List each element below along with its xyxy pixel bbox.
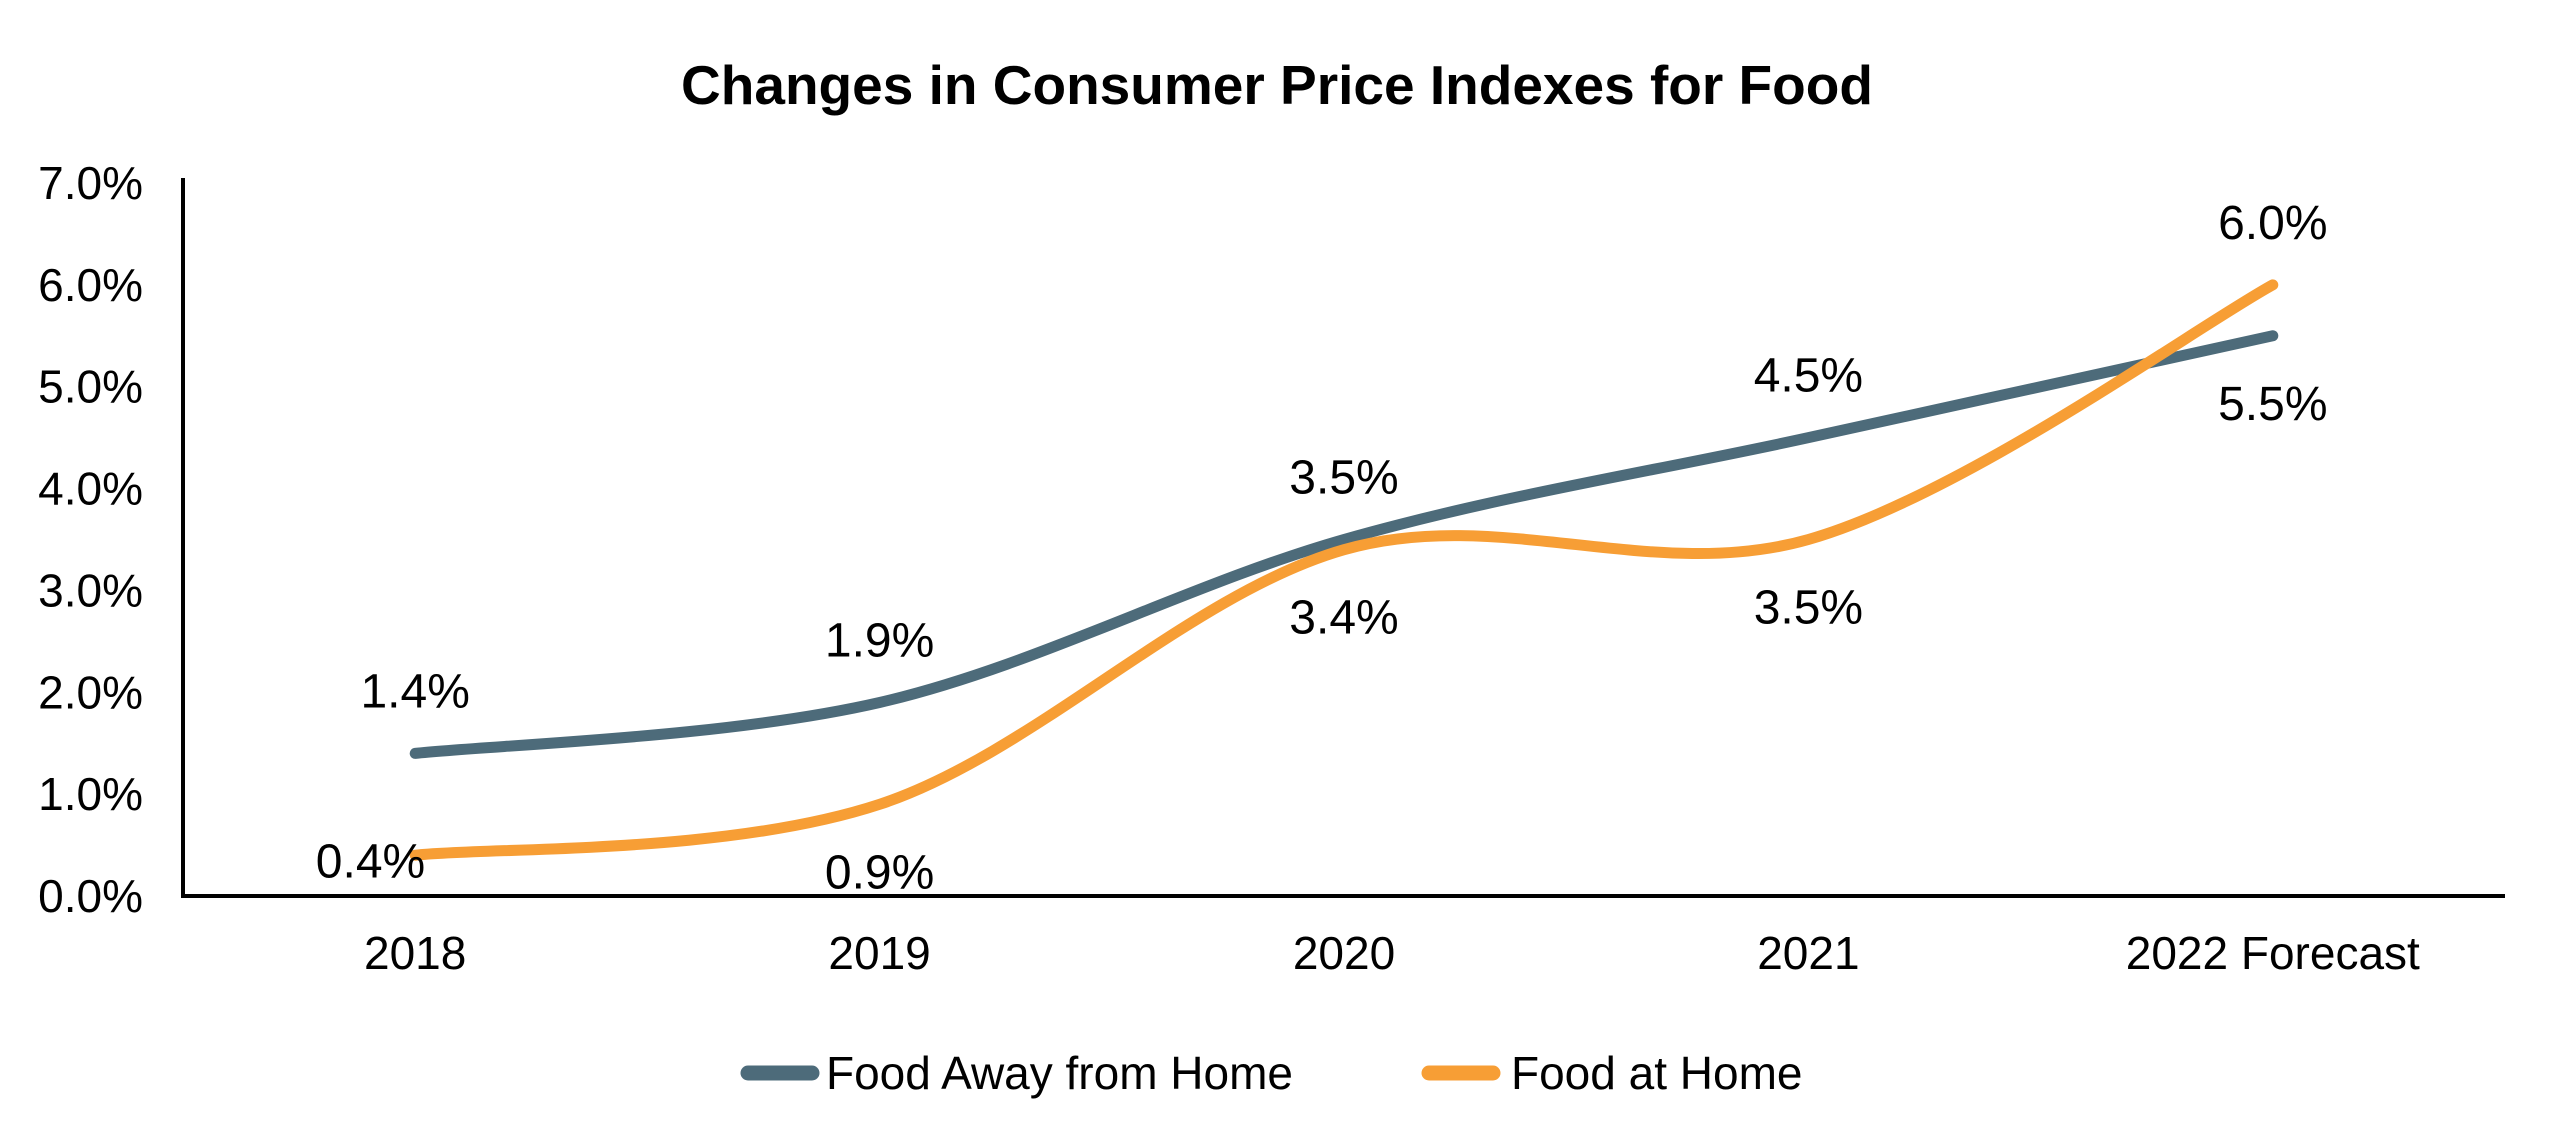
- y-tick-label: 2.0%: [38, 666, 143, 718]
- plot-area: 0.0% 1.0% 2.0% 3.0% 4.0% 5.0% 6.0% 7.0% 2018 2019…: [38, 157, 2505, 979]
- x-tick-label: 2021: [1757, 927, 1859, 979]
- data-label-food-at-home: 6.0%: [2218, 197, 2327, 250]
- y-tick-label: 0.0%: [38, 870, 143, 922]
- x-tick-label: 2020: [1293, 927, 1395, 979]
- legend-item-food-away-from-home: Food Away from Home: [740, 1047, 1293, 1099]
- x-tick-label: 2019: [828, 927, 930, 979]
- x-tick-label: 2022 Forecast: [2126, 927, 2420, 979]
- data-label-food-away-from-home: 5.5%: [2218, 378, 2327, 431]
- data-label-food-at-home: 0.9%: [825, 846, 934, 899]
- data-label-food-at-home: 0.4%: [316, 835, 425, 888]
- series-line-food-at-home: [409, 279, 2279, 861]
- data-label-food-away-from-home: 1.4%: [360, 665, 469, 718]
- y-tick-label: 4.0%: [38, 463, 143, 515]
- data-label-food-away-from-home: 4.5%: [1754, 350, 1863, 403]
- legend-label-food-away-from-home: Food Away from Home: [826, 1047, 1293, 1099]
- series-line-food-away-from-home: [409, 330, 2279, 759]
- x-tick-label: 2018: [364, 927, 466, 979]
- y-tick-label: 1.0%: [38, 768, 143, 820]
- legend: Food Away from Home Food at Home: [740, 1047, 1802, 1099]
- data-label-food-at-home: 3.4%: [1289, 592, 1398, 645]
- data-label-food-away-from-home: 1.9%: [825, 614, 934, 667]
- legend-item-food-at-home: Food at Home: [1421, 1047, 1802, 1099]
- chart-title: Changes in Consumer Price Indexes for Fo…: [681, 54, 1873, 116]
- y-tick-label: 6.0%: [38, 259, 143, 311]
- data-label-food-at-home: 3.5%: [1754, 582, 1863, 635]
- y-tick-label: 3.0%: [38, 564, 143, 616]
- data-label-food-away-from-home: 3.5%: [1289, 452, 1398, 505]
- legend-label-food-at-home: Food at Home: [1511, 1047, 1802, 1099]
- y-tick-label: 7.0%: [38, 157, 143, 209]
- y-tick-label: 5.0%: [38, 361, 143, 413]
